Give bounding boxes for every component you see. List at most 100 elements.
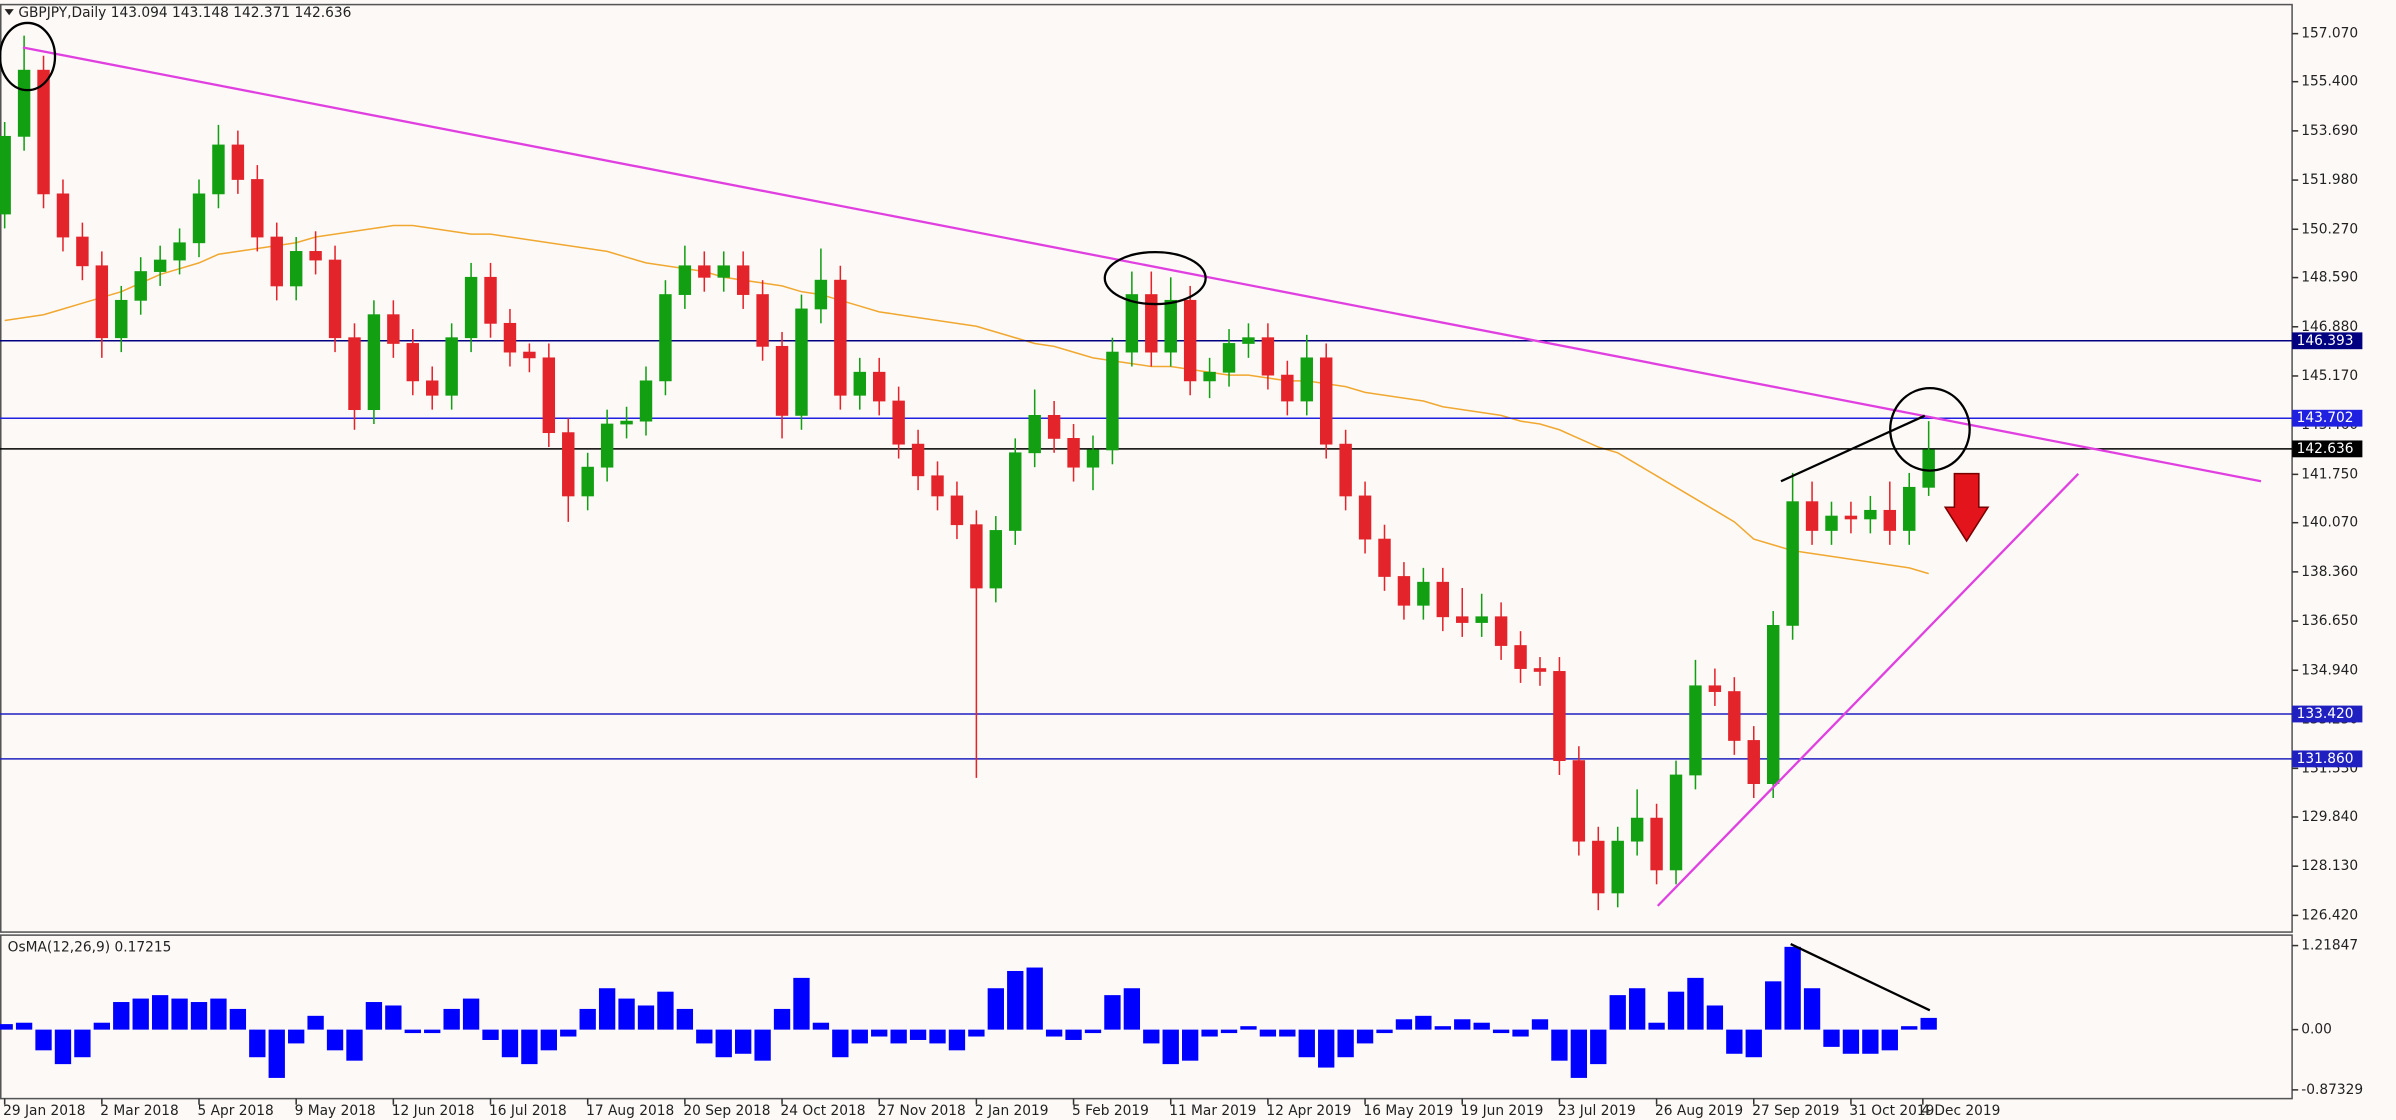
histogram-bar (1667, 991, 1685, 1030)
candle-body (1281, 374, 1294, 402)
menu-triangle[interactable] (4, 9, 14, 16)
x-tick-label: 12 Apr 2019 (1266, 1103, 1351, 1119)
histogram-bar (1512, 1029, 1529, 1037)
histogram-bar (1356, 1029, 1374, 1044)
histogram-bar (346, 1029, 363, 1061)
y-tick-label: 128.130 (2301, 858, 2358, 874)
histogram-bar (443, 1008, 460, 1030)
candle-body (678, 265, 692, 295)
histogram-bar (1045, 1029, 1063, 1037)
candle-body (445, 337, 458, 396)
histogram-bar (1862, 1029, 1879, 1054)
candle-body (464, 276, 478, 339)
histogram-bar (890, 1029, 907, 1044)
axes: 157.070 155.400 153.690 151.980 150.270 148.5… (3, 26, 2363, 1119)
candle-body (814, 279, 828, 310)
x-tick-label: 12 Jun 2018 (392, 1103, 475, 1119)
histogram-bar (1026, 967, 1043, 1030)
histogram-bar (1590, 1029, 1607, 1065)
candle-body (484, 276, 497, 324)
y-tick-label: 126.420 (2301, 907, 2358, 923)
indicator-frame (0, 934, 2293, 1100)
histogram-bar (1706, 1005, 1724, 1030)
y-tick-label: 138.360 (2301, 564, 2358, 580)
level-label: 131.860 (2297, 751, 2354, 767)
histogram-bar (618, 998, 635, 1030)
candle-body (834, 279, 847, 396)
candle-body (911, 443, 925, 477)
histogram-bar (1570, 1029, 1588, 1078)
y-tick-label: 148.590 (2301, 270, 2358, 286)
candle-body (853, 371, 866, 396)
histogram-bar (657, 991, 674, 1030)
candle-body (1067, 438, 1080, 468)
high: 143.148 (172, 5, 229, 21)
candle-body (134, 271, 147, 301)
candle-body (1611, 840, 1624, 894)
candle-body (406, 343, 419, 382)
histogram-bar (1395, 1019, 1413, 1030)
histogram-bar (307, 1015, 324, 1030)
histogram-bar (1123, 988, 1141, 1030)
candle-body (1514, 645, 1527, 669)
histogram-bar (132, 998, 149, 1030)
candle-body (115, 299, 128, 339)
candle-body (562, 432, 575, 497)
level-label: 146.393 (2297, 333, 2354, 349)
candle-body (1086, 449, 1100, 468)
candle-body (1456, 616, 1469, 623)
candle-body (736, 265, 750, 295)
level-label-box (2292, 705, 2363, 723)
histogram-bar (326, 1029, 344, 1051)
candle-body (1533, 668, 1547, 672)
highlight-circle (1889, 386, 1971, 472)
histogram-bar (1784, 946, 1801, 1030)
histogram-bar (1201, 1029, 1218, 1037)
histogram-bar (151, 995, 169, 1030)
candle-body (1164, 299, 1177, 353)
histogram-bar (1259, 1029, 1277, 1037)
candle-body (1009, 452, 1022, 531)
histogram-bar (229, 1008, 247, 1030)
y-tick-label: 146.880 (2301, 319, 2358, 335)
histogram-bar (1803, 988, 1821, 1030)
histogram-bar (288, 1029, 305, 1044)
candle-body (367, 314, 381, 411)
candle-body (1825, 515, 1838, 531)
histogram-bar (1920, 1017, 1937, 1030)
histogram-bar (1084, 1029, 1102, 1034)
candle-body (1242, 337, 1255, 344)
histogram-bar (598, 988, 616, 1030)
indicator-value: 0.17215 (114, 939, 171, 955)
candle-body (0, 135, 11, 215)
candle-body (17, 69, 31, 137)
histogram-bar (1434, 1026, 1451, 1030)
histogram-bar (501, 1029, 519, 1058)
histogram-bar (540, 1029, 557, 1051)
candle-body (212, 144, 225, 195)
candle-body (1125, 294, 1139, 353)
x-tick-label: 11 Mar 2019 (1169, 1103, 1256, 1119)
level-label-box (2292, 750, 2363, 768)
histogram-bar (968, 1029, 985, 1037)
histogram-bar (1551, 1029, 1568, 1061)
candle-body (309, 251, 322, 261)
candle-body (1261, 337, 1275, 376)
histogram-bar (404, 1029, 421, 1034)
candle-body (950, 495, 964, 526)
histogram-bar (1531, 1019, 1549, 1030)
candle-body (1417, 581, 1430, 606)
candle-body (1689, 685, 1702, 776)
trendline (22, 46, 2262, 483)
candle-body (192, 193, 206, 244)
histogram-bar (1648, 1022, 1665, 1030)
candle-body (328, 259, 342, 339)
x-tick-label: 5 Feb 2019 (1072, 1103, 1149, 1119)
candle-body (1572, 760, 1586, 842)
down-arrow (1943, 472, 1990, 543)
trendline (1656, 472, 2080, 907)
candle-body (1592, 840, 1605, 894)
histogram-bar (1279, 1029, 1296, 1037)
